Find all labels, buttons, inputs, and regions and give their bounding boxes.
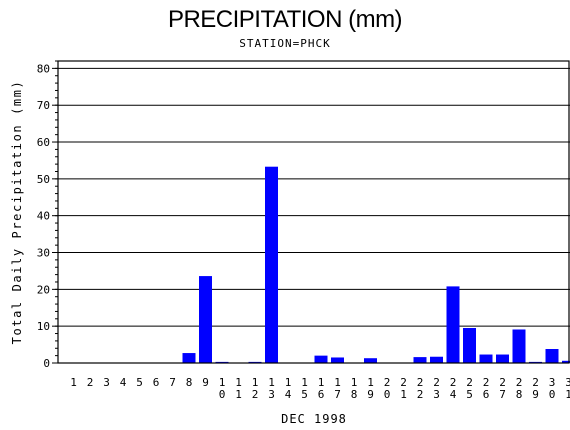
x-tick-label: 9 [532,388,539,401]
x-tick-label: 3 [268,388,275,401]
x-tick-label: 1 [301,376,308,389]
x-tick-label: 2 [499,376,506,389]
y-axis-label: Total Daily Precipitation (mm) [10,80,24,345]
bar [265,166,278,363]
x-tick-label: 7 [499,388,506,401]
plot-frame [57,60,570,364]
x-tick-label: 2 [252,388,259,401]
x-tick-label: 8 [351,388,358,401]
bar [430,356,443,363]
x-tick-label: 1 [565,388,570,401]
y-tick-label: 70 [37,99,50,112]
bar [562,360,570,363]
x-tick-label: 1 [235,388,242,401]
bar [331,357,344,363]
x-tick-label: 2 [532,376,539,389]
x-tick-label: 2 [417,388,424,401]
x-tick-label: 8 [516,388,523,401]
x-tick-label: 9 [367,388,374,401]
x-tick-label: 0 [219,388,226,401]
x-tick-label: 1 [351,376,358,389]
x-tick-label: 0 [384,388,391,401]
x-tick-label: 5 [136,376,143,389]
x-tick-label: 9 [202,376,209,389]
y-tick-label: 30 [37,247,50,260]
x-tick-label: 4 [450,388,457,401]
x-tick-label: 1 [219,376,226,389]
bar [314,355,328,363]
x-tick-label: 1 [318,376,325,389]
x-tick-label: 7 [169,376,176,389]
y-tick-label: 50 [37,173,50,186]
x-tick-label: 1 [70,376,77,389]
x-tick-label: 2 [450,376,457,389]
x-tick-label: 7 [334,388,341,401]
x-tick-label: 2 [433,376,440,389]
bar [413,357,427,363]
x-tick-label: 2 [483,376,490,389]
x-tick-label: 2 [384,376,391,389]
x-tick-label: 3 [103,376,110,389]
bar [182,353,196,363]
x-tick-label: 6 [483,388,490,401]
x-tick-label: 3 [549,376,556,389]
bar [364,358,377,363]
chart-title: PRECIPITATION (mm) [167,6,403,33]
x-tick-label: 2 [87,376,94,389]
x-tick-label: 1 [334,376,341,389]
x-tick-label: 4 [120,376,127,389]
x-tick-label: 1 [285,376,292,389]
x-tick-label: 3 [565,376,570,389]
x-tick-label: 1 [252,376,259,389]
bar [479,354,493,363]
bar [512,329,526,363]
y-tick-label: 60 [37,136,50,149]
y-tick-label: 10 [37,320,50,333]
x-tick-label: 3 [433,388,440,401]
x-tick-label: 2 [516,376,523,389]
x-tick-label: 5 [466,388,473,401]
x-tick-label: 2 [466,376,473,389]
x-tick-label: 6 [318,388,325,401]
chart-subtitle: STATION=PHCK [239,37,331,50]
x-tick-label: 2 [400,376,407,389]
x-tick-label: 8 [186,376,193,389]
x-tick-label: 1 [268,376,275,389]
x-tick-label: 0 [549,388,556,401]
x-tick-label: 2 [417,376,424,389]
y-tick-label: 20 [37,283,50,296]
y-tick-label: 40 [37,210,50,223]
bar [496,354,509,363]
bar [199,276,212,363]
bar [545,349,559,363]
x-axis-label: DEC 1998 [281,412,347,426]
x-tick-label: 6 [153,376,160,389]
x-tick-label: 1 [400,388,407,401]
x-tick-label: 1 [367,376,374,389]
y-tick-label: 80 [37,62,50,75]
y-tick-label: 0 [43,357,50,370]
bar [446,286,460,363]
x-tick-label: 1 [235,376,242,389]
x-tick-label: 4 [285,388,292,401]
bar [463,328,476,363]
x-tick-label: 5 [301,388,308,401]
